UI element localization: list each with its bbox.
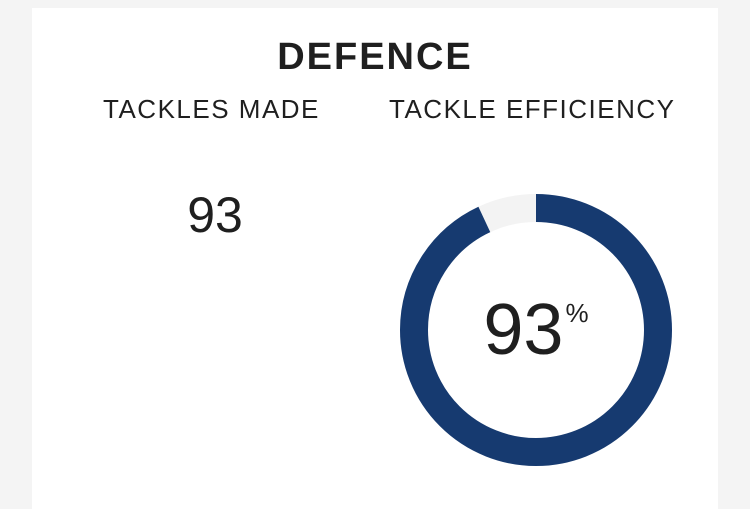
tackle-efficiency-readout: 93 % [400, 194, 672, 466]
tackles-made-label: TACKLES MADE [103, 94, 320, 124]
donut-fill [400, 194, 672, 466]
percent-sign: % [565, 298, 589, 328]
tackle-efficiency-donut [400, 194, 672, 466]
section-title: DEFENCE [277, 36, 473, 78]
defence-card: DEFENCE TACKLES MADE TACKLE EFFICIENCY 9… [32, 8, 718, 509]
tackle-efficiency-label: TACKLE EFFICIENCY [389, 94, 676, 124]
tackles-made-value: 93 [187, 187, 243, 243]
tackle-efficiency-value: 93 [483, 290, 564, 370]
